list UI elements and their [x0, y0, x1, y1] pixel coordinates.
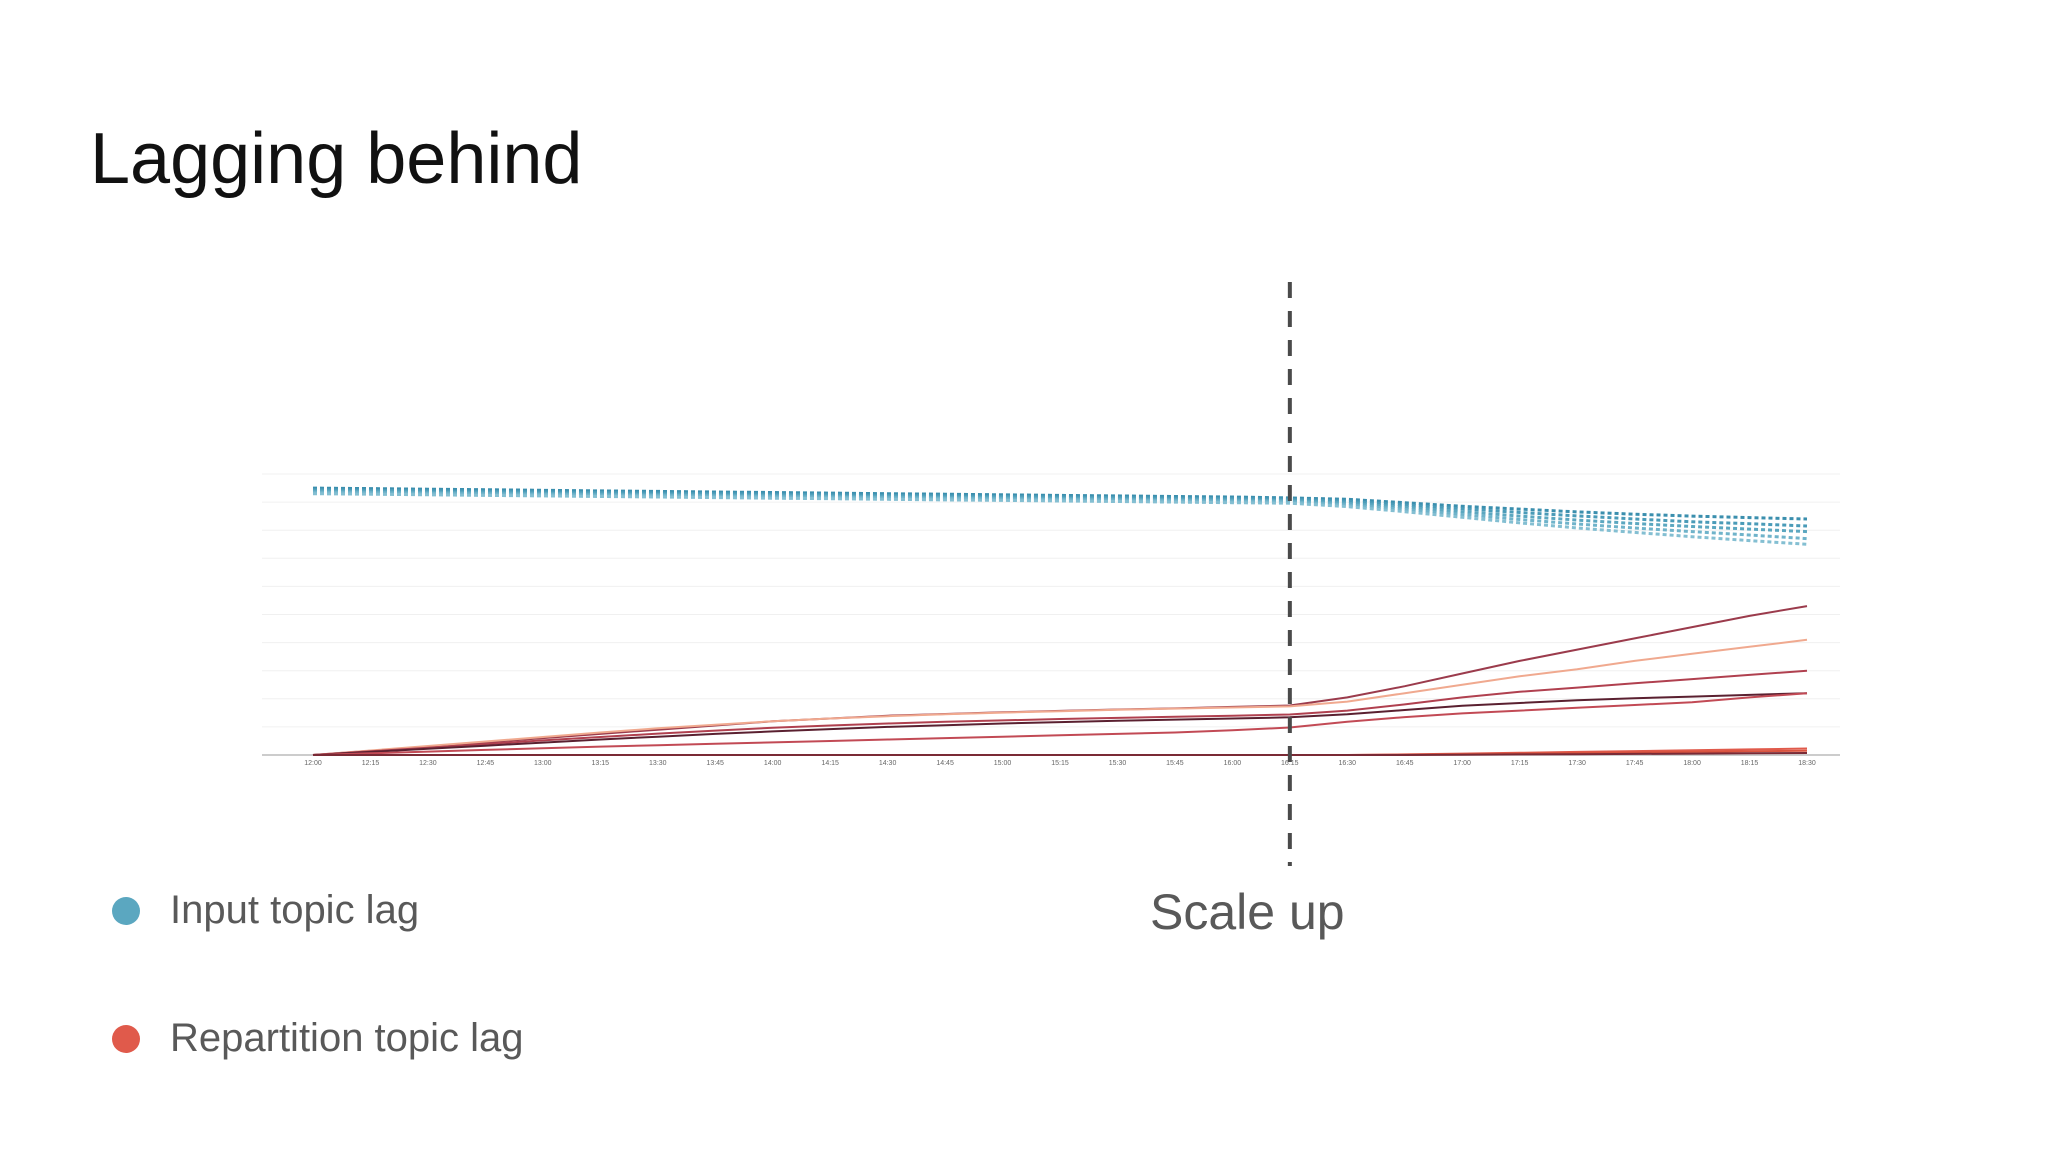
repartition-lag-legend-dot: [112, 1024, 140, 1053]
scale-up-annotation: Scale up: [1150, 884, 1345, 940]
x-tick-label: 18:00: [1683, 760, 1701, 767]
legend-item-input: Input topic lag: [112, 888, 419, 933]
x-tick-label: 17:45: [1626, 760, 1644, 767]
x-tick-label: 17:30: [1568, 760, 1586, 767]
x-axis: 12:00 12:15 12:30 12:45 13:00 13:15 13:30 13:45…: [304, 760, 1816, 767]
repartition-lag-legend-label: Repartition topic lag: [170, 1016, 524, 1060]
x-tick-label: 16:00: [1224, 760, 1242, 767]
x-tick-label: 12:45: [477, 760, 495, 767]
input-lag-legend-dot: [112, 896, 140, 925]
input-lag-series-4: [312, 492, 1808, 546]
x-tick-label: 14:00: [764, 760, 782, 767]
x-tick-label: 16:30: [1339, 760, 1357, 767]
x-tick-label: 15:00: [994, 760, 1012, 767]
repartition-lag-series-12: [313, 752, 1808, 756]
repartition-lag-series-8: [312, 692, 1808, 756]
x-tick-label: 16:45: [1396, 760, 1414, 767]
x-tick-label: 13:00: [534, 760, 552, 767]
x-tick-label: 12:30: [419, 760, 437, 767]
legend-item-repartition: Repartition topic lag: [112, 1016, 524, 1061]
repartition-lag-series-5: [312, 605, 1808, 756]
x-tick-label: 12:00: [304, 760, 322, 767]
x-tick-label: 17:15: [1511, 760, 1529, 767]
repartition-lag-series-7: [312, 669, 1808, 756]
x-tick-label: 14:45: [936, 760, 954, 767]
x-tick-label: 15:45: [1166, 760, 1184, 767]
input-lag-series-0: [312, 486, 1808, 521]
slide-title: Lagging behind: [90, 119, 583, 199]
x-tick-label: 13:30: [649, 760, 667, 767]
x-tick-label: 14:15: [821, 760, 839, 767]
input-lag-legend-label: Input topic lag: [170, 888, 420, 932]
x-tick-label: 13:15: [592, 760, 610, 767]
x-tick-label: 18:15: [1741, 760, 1759, 767]
x-tick-label: 12:15: [362, 760, 380, 767]
x-tick-label: 14:30: [879, 760, 897, 767]
x-tick-label: 15:15: [1051, 760, 1069, 767]
repartition-lag-series-9: [312, 692, 1808, 756]
x-tick-label: 16:15: [1281, 760, 1299, 767]
x-tick-label: 17:00: [1453, 760, 1471, 767]
x-tick-label: 15:30: [1109, 760, 1127, 767]
x-tick-label: 18:30: [1798, 760, 1816, 767]
x-tick-label: 13:45: [706, 760, 724, 767]
chart-series: [312, 486, 1808, 756]
repartition-lag-series-6: [312, 638, 1808, 756]
